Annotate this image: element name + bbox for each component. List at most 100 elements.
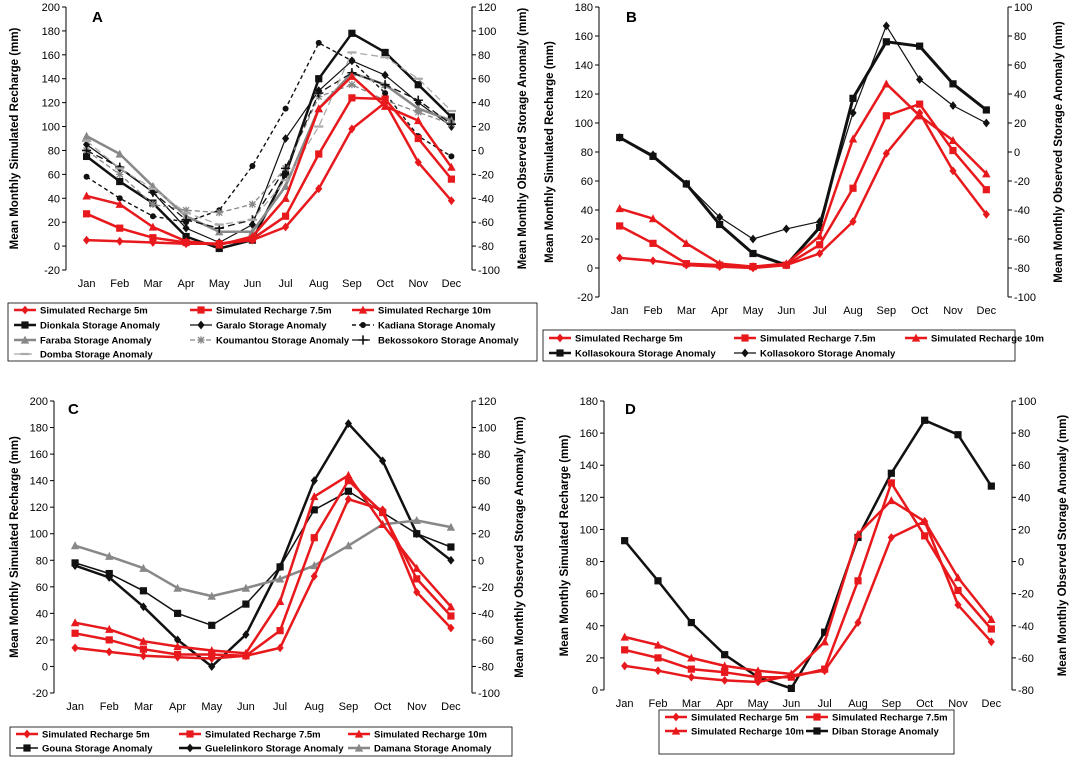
legend-label: Simulated Recharge 7.5m <box>760 334 876 345</box>
x-tick-label: Aug <box>848 698 868 710</box>
right-tick-label: -80 <box>1014 263 1030 275</box>
data-point <box>882 112 890 120</box>
data-point <box>882 38 890 46</box>
data-point <box>115 149 124 158</box>
legend-swatch-marker <box>813 713 821 721</box>
data-point <box>816 217 824 226</box>
x-tick-label: Jul <box>273 701 287 713</box>
data-point <box>105 551 114 560</box>
data-point <box>413 575 421 583</box>
data-point <box>149 200 157 208</box>
x-tick-label: Nov <box>943 305 963 317</box>
left-axis-label: Mean Monthly Simulated Recharge (mm) <box>559 434 571 656</box>
legend-box <box>542 329 1016 362</box>
legend-label: Simulated Recharge 7.5m <box>205 730 321 741</box>
data-point <box>447 543 455 551</box>
data-point <box>182 232 190 241</box>
legend-entry: Guelelinkoro Storage Anomaly <box>179 744 344 755</box>
right-tick-label: 60 <box>1014 60 1026 72</box>
x-tick-label: Nov <box>408 278 428 290</box>
right-axis-label: Mean Monthly Observed Storage Anomaly (m… <box>517 8 529 270</box>
chart-panel-c: -20020406080100120140160180200-100-80-60… <box>9 396 526 757</box>
data-point <box>648 214 658 223</box>
legend-entry: Bekossokoro Storage Anomaly <box>352 335 519 347</box>
data-point <box>173 642 182 651</box>
right-tick-label: 20 <box>1018 524 1030 536</box>
data-point <box>653 640 663 649</box>
data-point <box>987 625 995 633</box>
right-tick-label: -80 <box>478 661 494 673</box>
right-tick-label: -40 <box>1014 205 1030 217</box>
data-point <box>882 21 890 31</box>
legend-entry: Diban Storage Anomaly <box>806 727 940 738</box>
x-tick-label: Apr <box>716 698 733 710</box>
data-point <box>248 220 257 229</box>
left-tick-label: 0 <box>587 263 593 275</box>
series-kollasokoro-storage-anomaly <box>616 21 990 244</box>
data-point <box>241 648 251 657</box>
left-tick-label: 80 <box>36 555 48 567</box>
legend-box <box>7 302 538 362</box>
series-line <box>74 474 452 655</box>
data-point <box>954 600 962 610</box>
right-tick-label: -20 <box>1018 589 1034 601</box>
data-point <box>816 249 824 258</box>
right-tick-label: -80 <box>1018 685 1034 697</box>
x-tick-label: Sep <box>342 278 362 290</box>
legend-label: Kadiana Storage Anomaly <box>378 321 496 332</box>
data-point <box>248 232 257 241</box>
data-point <box>621 646 629 654</box>
series-simulated-recharge-10m <box>70 470 456 657</box>
legend-label: Simulated Recharge 10m <box>691 727 804 738</box>
x-tick-label: Dec <box>977 305 997 317</box>
series-line <box>86 60 452 244</box>
series-simulated-recharge-10m <box>82 71 456 249</box>
data-point <box>282 105 289 112</box>
data-point <box>344 541 353 550</box>
legend-label: Guelelinkoro Storage Anomaly <box>205 744 344 755</box>
x-tick-label: Mar <box>143 278 162 290</box>
data-point <box>275 597 285 606</box>
data-point <box>149 213 156 220</box>
legend-label: Faraba Storage Anomaly <box>40 336 152 347</box>
left-axis-label: Mean Monthly Simulated Recharge (mm) <box>9 27 21 249</box>
legend-entry: Simulated Recharge 7.5m <box>806 713 948 724</box>
data-point <box>281 212 290 220</box>
legend-entry: Simulated Recharge 10m <box>352 306 491 317</box>
data-point <box>948 136 958 144</box>
data-point <box>116 224 124 232</box>
series-simulated-recharge-7-5m <box>621 479 995 681</box>
legend-entry: Damana Storage Anomaly <box>348 744 492 755</box>
legend-entry: Simulated Recharge 7.5m <box>179 730 321 741</box>
data-point <box>654 654 662 662</box>
x-tick-label: Nov <box>407 701 427 713</box>
x-tick-label: Feb <box>649 698 668 710</box>
series-line <box>86 42 452 223</box>
data-point <box>447 196 456 206</box>
data-point <box>281 134 290 143</box>
data-point <box>414 116 423 125</box>
data-point <box>921 416 929 424</box>
data-point <box>82 152 91 161</box>
right-tick-label: 40 <box>1018 492 1030 504</box>
legend-label: Gouna Storage Anomaly <box>42 744 153 755</box>
series-line <box>624 499 993 676</box>
series-line <box>86 75 453 247</box>
legend-entry: Faraba Storage Anomaly <box>14 336 152 347</box>
data-point <box>248 200 257 208</box>
legend-swatch-marker <box>186 743 194 753</box>
series-line <box>86 72 452 229</box>
legend-swatch-marker <box>21 305 29 315</box>
data-point <box>116 177 124 186</box>
data-point <box>173 635 182 645</box>
legend-swatch-marker <box>358 305 368 314</box>
legend-swatch-marker <box>197 320 205 330</box>
right-tick-label: -40 <box>478 608 494 620</box>
right-tick-label: 0 <box>1018 557 1024 569</box>
panel-letter: A <box>92 9 103 26</box>
legend-swatch-marker <box>354 729 364 738</box>
right-tick-label: 20 <box>478 122 490 134</box>
x-tick-label: May <box>743 305 764 317</box>
data-point <box>241 583 251 592</box>
series-domba-storage-anomaly <box>81 51 457 226</box>
